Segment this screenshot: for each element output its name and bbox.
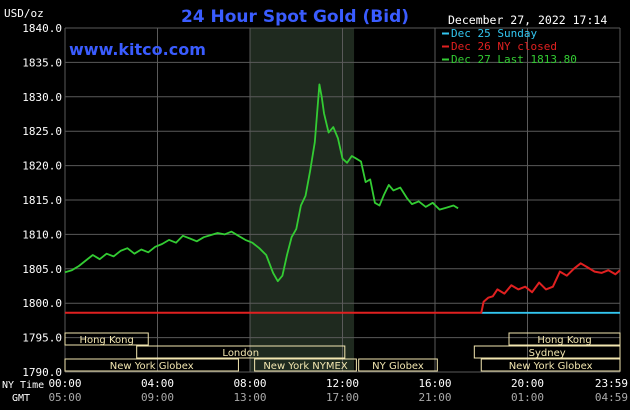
- website-link[interactable]: www.kitco.com: [69, 40, 206, 59]
- y-tick-label: 1840.0: [22, 22, 62, 35]
- series-lines: [64, 83, 621, 314]
- market-session-box: [254, 358, 357, 372]
- legend-label: Dec 25 Sunday: [451, 27, 537, 40]
- x-tick-label-ny: 00:00: [48, 377, 81, 390]
- x-tick-label-ny: 16:00: [418, 377, 451, 390]
- market-session-box: [136, 345, 346, 359]
- market-session-box: [473, 345, 621, 359]
- series-line-3: [64, 83, 459, 283]
- y-tick-label: 1790.0: [22, 366, 62, 379]
- series-line-2: [65, 262, 621, 314]
- y-tick-label: 1825.0: [22, 125, 62, 138]
- x-tick-label-ny: 23:59: [595, 377, 628, 390]
- market-session-label: New York Globex: [110, 361, 194, 372]
- market-session-label: Sydney: [529, 348, 566, 359]
- x-tick-label-gmt: 13:00: [233, 391, 266, 404]
- ny-time-label: NY Time: [2, 380, 44, 391]
- y-tick-label: 1815.0: [22, 194, 62, 207]
- x-tick-label-gmt: 17:00: [326, 391, 359, 404]
- y-tick-label: 1830.0: [22, 91, 62, 104]
- y-tick-label: 1835.0: [22, 56, 62, 69]
- x-tick-label-ny: 12:00: [326, 377, 359, 390]
- chart-title: 24 Hour Spot Gold (Bid): [181, 7, 409, 27]
- market-session-box: [480, 358, 621, 372]
- market-session-label: Hong Kong: [537, 335, 591, 346]
- y-tick-label: 1800.0: [22, 297, 62, 310]
- x-tick-label-ny: 20:00: [511, 377, 544, 390]
- x-tick-label-gmt: 21:00: [418, 391, 451, 404]
- legend-label: Dec 26 NY closed: [451, 40, 557, 53]
- market-session-label: New York NYMEX: [263, 361, 348, 372]
- datetime-label: December 27, 2022 17:14: [448, 13, 607, 27]
- y-tick-label: 1820.0: [22, 160, 62, 173]
- x-tick-label-ny: 08:00: [233, 377, 266, 390]
- market-session-box: [508, 332, 621, 346]
- market-session-label: Hong Kong: [79, 335, 133, 346]
- unit-label: USD/oz: [4, 7, 44, 20]
- market-session-label: New York Globex: [509, 361, 593, 372]
- market-session-label: London: [222, 348, 259, 359]
- y-tick-label: 1795.0: [22, 332, 62, 345]
- market-session-box: [64, 358, 239, 372]
- market-session-label: NY Globex: [372, 361, 424, 372]
- x-tick-label-gmt: 09:00: [141, 391, 174, 404]
- x-tick-label-gmt: 05:00: [48, 391, 81, 404]
- market-sessions: Hong Kong Hong Kong London Sydney New York G…: [64, 332, 621, 372]
- x-tick-label-ny: 04:00: [141, 377, 174, 390]
- gmt-label: GMT: [12, 393, 30, 404]
- axes: 1790.0 1795.0 1800.0 1805.0 1810.0 1815.0 1820…: [22, 22, 628, 404]
- x-tick-label-gmt: 04:59: [595, 391, 628, 404]
- legend-label: Dec 27 Last 1813.80: [451, 53, 577, 66]
- y-tick-label: 1810.0: [22, 228, 62, 241]
- market-session-box: [358, 358, 438, 372]
- market-session-box: [64, 332, 149, 346]
- y-tick-label: 1805.0: [22, 263, 62, 276]
- grid: [64, 27, 621, 373]
- x-tick-label-gmt: 01:00: [511, 391, 544, 404]
